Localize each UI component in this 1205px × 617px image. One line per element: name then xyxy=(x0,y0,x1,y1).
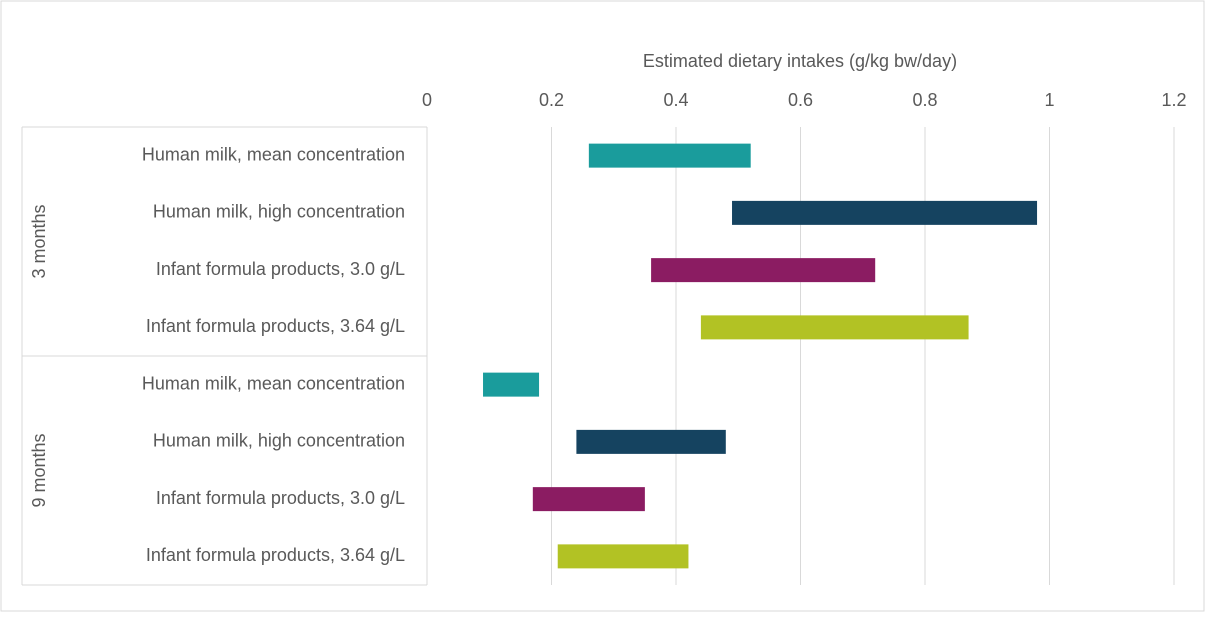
x-tick-label: 1.2 xyxy=(1161,90,1186,110)
y-tick-label: Infant formula products, 3.0 g/L xyxy=(156,259,405,279)
bar xyxy=(557,544,689,569)
x-axis-title: Estimated dietary intakes (g/kg bw/day) xyxy=(643,51,957,71)
group-label: 9 months xyxy=(29,433,49,507)
y-tick-label: Human milk, high concentration xyxy=(153,431,405,451)
x-tick-label: 0 xyxy=(422,90,432,110)
x-tick-label: 0.6 xyxy=(788,90,813,110)
bar xyxy=(588,143,751,168)
y-tick-label: Human milk, mean concentration xyxy=(142,373,405,393)
y-tick-label: Infant formula products, 3.0 g/L xyxy=(156,488,405,508)
bar xyxy=(483,372,540,397)
y-tick-label: Human milk, high concentration xyxy=(153,202,405,222)
x-tick-label: 0.8 xyxy=(912,90,937,110)
bar xyxy=(576,429,726,454)
y-tick-label: Infant formula products, 3.64 g/L xyxy=(146,545,405,565)
x-tick-label: 0.4 xyxy=(663,90,688,110)
y-tick-label: Human milk, mean concentration xyxy=(142,144,405,164)
x-tick-label: 0.2 xyxy=(539,90,564,110)
bar xyxy=(732,200,1038,225)
x-tick-label: 1 xyxy=(1044,90,1054,110)
bar xyxy=(651,258,876,283)
bar xyxy=(532,487,645,512)
group-label: 3 months xyxy=(29,204,49,278)
bar xyxy=(700,315,969,340)
y-tick-label: Infant formula products, 3.64 g/L xyxy=(146,316,405,336)
